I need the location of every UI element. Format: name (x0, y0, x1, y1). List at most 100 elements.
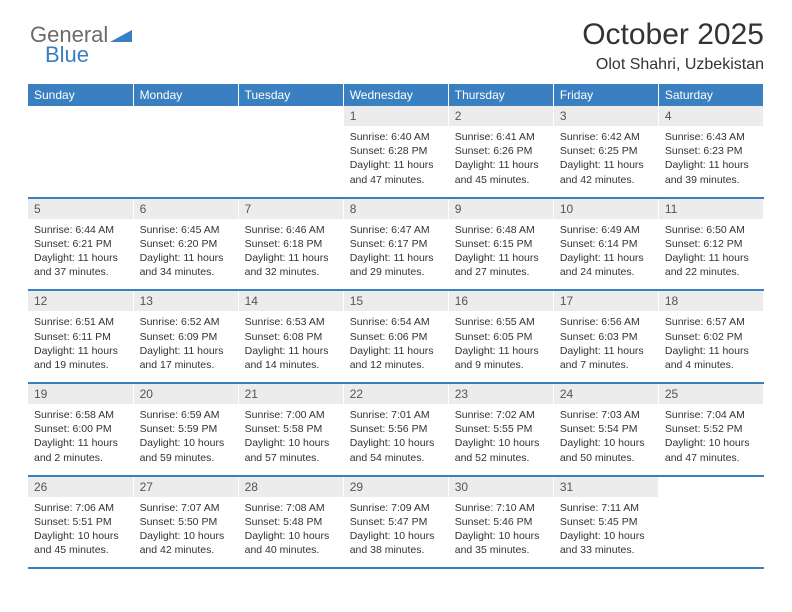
day-body: Sunrise: 6:55 AMSunset: 6:05 PMDaylight:… (449, 311, 553, 382)
day-number: 24 (554, 384, 658, 404)
day-cell (28, 106, 133, 198)
day-number: 28 (239, 477, 343, 497)
week-row: 5Sunrise: 6:44 AMSunset: 6:21 PMDaylight… (28, 198, 764, 291)
daylight-text: Daylight: 11 hours and 22 minutes. (665, 251, 757, 279)
day-cell (238, 106, 343, 198)
day-body: Sunrise: 6:46 AMSunset: 6:18 PMDaylight:… (239, 219, 343, 290)
dayhead-sun: Sunday (28, 84, 133, 106)
sunrise-text: Sunrise: 6:48 AM (455, 223, 547, 237)
sunrise-text: Sunrise: 6:56 AM (560, 315, 652, 329)
day-body: Sunrise: 6:48 AMSunset: 6:15 PMDaylight:… (449, 219, 553, 290)
sunrise-text: Sunrise: 6:47 AM (350, 223, 442, 237)
daylight-text: Daylight: 11 hours and 32 minutes. (245, 251, 337, 279)
week-row: 1Sunrise: 6:40 AMSunset: 6:28 PMDaylight… (28, 106, 764, 198)
day-body: Sunrise: 6:42 AMSunset: 6:25 PMDaylight:… (554, 126, 658, 197)
day-body: Sunrise: 7:00 AMSunset: 5:58 PMDaylight:… (239, 404, 343, 475)
sunrise-text: Sunrise: 6:43 AM (665, 130, 757, 144)
sunset-text: Sunset: 6:14 PM (560, 237, 652, 251)
day-cell (658, 476, 763, 569)
day-cell: 4Sunrise: 6:43 AMSunset: 6:23 PMDaylight… (658, 106, 763, 198)
day-number: 4 (659, 106, 763, 126)
sunrise-text: Sunrise: 6:50 AM (665, 223, 757, 237)
sunset-text: Sunset: 6:17 PM (350, 237, 442, 251)
daylight-text: Daylight: 11 hours and 37 minutes. (34, 251, 127, 279)
day-number: 16 (449, 291, 553, 311)
daylight-text: Daylight: 11 hours and 14 minutes. (245, 344, 337, 372)
day-body: Sunrise: 6:54 AMSunset: 6:06 PMDaylight:… (344, 311, 448, 382)
daylight-text: Daylight: 10 hours and 57 minutes. (245, 436, 337, 464)
day-cell: 28Sunrise: 7:08 AMSunset: 5:48 PMDayligh… (238, 476, 343, 569)
day-number: 13 (134, 291, 238, 311)
day-cell: 30Sunrise: 7:10 AMSunset: 5:46 PMDayligh… (448, 476, 553, 569)
sunset-text: Sunset: 6:26 PM (455, 144, 547, 158)
daylight-text: Daylight: 11 hours and 4 minutes. (665, 344, 757, 372)
day-number: 20 (134, 384, 238, 404)
day-cell: 22Sunrise: 7:01 AMSunset: 5:56 PMDayligh… (343, 383, 448, 476)
day-number: 8 (344, 199, 448, 219)
daylight-text: Daylight: 10 hours and 50 minutes. (560, 436, 652, 464)
day-number: 21 (239, 384, 343, 404)
day-number: 10 (554, 199, 658, 219)
day-number: 30 (449, 477, 553, 497)
dayhead-tue: Tuesday (238, 84, 343, 106)
day-body: Sunrise: 7:10 AMSunset: 5:46 PMDaylight:… (449, 497, 553, 568)
daylight-text: Daylight: 11 hours and 2 minutes. (34, 436, 127, 464)
header: October 2025 Olot Shahri, Uzbekistan (28, 18, 764, 74)
sunset-text: Sunset: 6:12 PM (665, 237, 757, 251)
sunrise-text: Sunrise: 7:02 AM (455, 408, 547, 422)
sunrise-text: Sunrise: 7:10 AM (455, 501, 547, 515)
day-body: Sunrise: 6:50 AMSunset: 6:12 PMDaylight:… (659, 219, 763, 290)
daylight-text: Daylight: 11 hours and 19 minutes. (34, 344, 127, 372)
daylight-text: Daylight: 10 hours and 40 minutes. (245, 529, 337, 557)
day-body: Sunrise: 7:02 AMSunset: 5:55 PMDaylight:… (449, 404, 553, 475)
day-cell: 19Sunrise: 6:58 AMSunset: 6:00 PMDayligh… (28, 383, 133, 476)
daylight-text: Daylight: 11 hours and 45 minutes. (455, 158, 547, 186)
week-row: 19Sunrise: 6:58 AMSunset: 6:00 PMDayligh… (28, 383, 764, 476)
sunset-text: Sunset: 5:46 PM (455, 515, 547, 529)
sunset-text: Sunset: 6:28 PM (350, 144, 442, 158)
sunset-text: Sunset: 5:45 PM (560, 515, 652, 529)
day-body: Sunrise: 7:08 AMSunset: 5:48 PMDaylight:… (239, 497, 343, 568)
sunrise-text: Sunrise: 7:07 AM (140, 501, 232, 515)
location-label: Olot Shahri, Uzbekistan (28, 56, 764, 74)
sunset-text: Sunset: 5:48 PM (245, 515, 337, 529)
sunrise-text: Sunrise: 6:45 AM (140, 223, 232, 237)
daylight-text: Daylight: 10 hours and 33 minutes. (560, 529, 652, 557)
sunrise-text: Sunrise: 6:49 AM (560, 223, 652, 237)
day-number: 17 (554, 291, 658, 311)
week-row: 26Sunrise: 7:06 AMSunset: 5:51 PMDayligh… (28, 476, 764, 569)
sunrise-text: Sunrise: 7:03 AM (560, 408, 652, 422)
sunset-text: Sunset: 5:58 PM (245, 422, 337, 436)
day-cell: 2Sunrise: 6:41 AMSunset: 6:26 PMDaylight… (448, 106, 553, 198)
day-body (659, 497, 763, 559)
day-cell: 31Sunrise: 7:11 AMSunset: 5:45 PMDayligh… (553, 476, 658, 569)
day-cell: 27Sunrise: 7:07 AMSunset: 5:50 PMDayligh… (133, 476, 238, 569)
day-cell: 25Sunrise: 7:04 AMSunset: 5:52 PMDayligh… (658, 383, 763, 476)
day-cell: 13Sunrise: 6:52 AMSunset: 6:09 PMDayligh… (133, 290, 238, 383)
day-cell: 20Sunrise: 6:59 AMSunset: 5:59 PMDayligh… (133, 383, 238, 476)
sunrise-text: Sunrise: 6:42 AM (560, 130, 652, 144)
day-cell: 21Sunrise: 7:00 AMSunset: 5:58 PMDayligh… (238, 383, 343, 476)
day-cell: 18Sunrise: 6:57 AMSunset: 6:02 PMDayligh… (658, 290, 763, 383)
day-number: 14 (239, 291, 343, 311)
daylight-text: Daylight: 11 hours and 27 minutes. (455, 251, 547, 279)
daylight-text: Daylight: 11 hours and 39 minutes. (665, 158, 757, 186)
sunrise-text: Sunrise: 6:59 AM (140, 408, 232, 422)
daylight-text: Daylight: 11 hours and 24 minutes. (560, 251, 652, 279)
day-number: 31 (554, 477, 658, 497)
day-cell: 6Sunrise: 6:45 AMSunset: 6:20 PMDaylight… (133, 198, 238, 291)
day-cell: 24 Sunrise: 7:03 AMSunset: 5:54 PMDayligh… (553, 383, 658, 476)
sunset-text: Sunset: 5:50 PM (140, 515, 232, 529)
day-body (134, 126, 238, 188)
sunset-text: Sunset: 5:54 PM (560, 422, 652, 436)
day-body: Sunrise: 7:04 AMSunset: 5:52 PMDaylight:… (659, 404, 763, 475)
sunset-text: Sunset: 6:02 PM (665, 330, 757, 344)
day-body: Sunrise: 6:41 AMSunset: 6:26 PMDaylight:… (449, 126, 553, 197)
day-number: 11 (659, 199, 763, 219)
daylight-text: Daylight: 10 hours and 52 minutes. (455, 436, 547, 464)
sunset-text: Sunset: 6:11 PM (34, 330, 127, 344)
daylight-text: Daylight: 10 hours and 54 minutes. (350, 436, 442, 464)
day-cell: 1Sunrise: 6:40 AMSunset: 6:28 PMDaylight… (343, 106, 448, 198)
day-number: 23 (449, 384, 553, 404)
day-cell: 29Sunrise: 7:09 AMSunset: 5:47 PMDayligh… (343, 476, 448, 569)
